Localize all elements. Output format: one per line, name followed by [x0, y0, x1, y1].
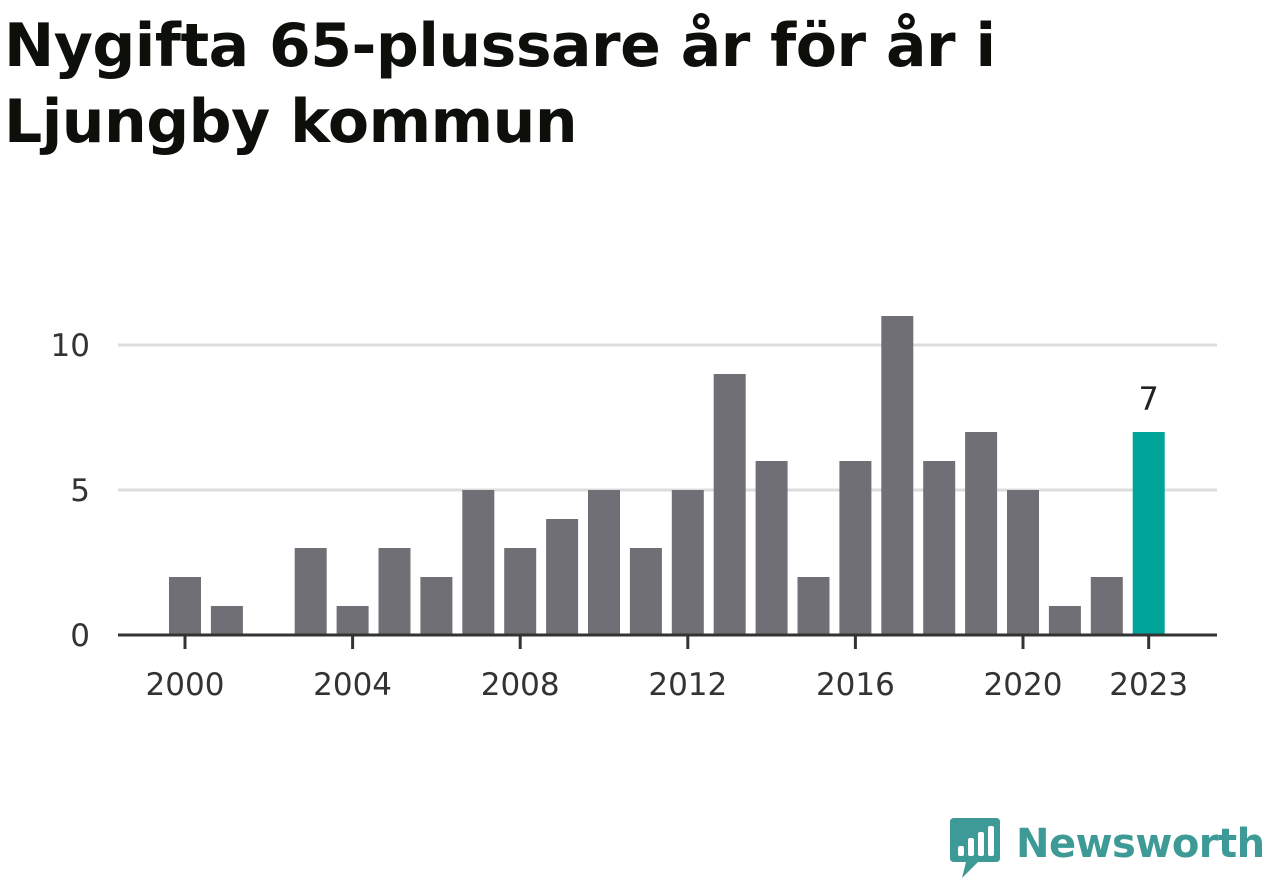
tick-labels: 0 5 10 7 2000 2004 2008 2012 2016 2020 2023: [51, 328, 1189, 703]
x-tick-label: 2000: [146, 667, 225, 703]
bar-2018: [923, 461, 956, 635]
y-tick-label: 10: [51, 328, 90, 364]
chart-title: Nygifta 65-plussare år för år i Ljungby …: [4, 11, 996, 157]
x-tick-label: 2020: [984, 667, 1063, 703]
brand-name: Newsworthy: [1016, 821, 1262, 867]
bar-2000: [169, 577, 201, 635]
y-tick-label: 5: [70, 473, 90, 509]
bar-2020: [1007, 490, 1039, 635]
bar-2022: [1090, 577, 1123, 635]
bar-2007: [462, 490, 495, 635]
bar-2014: [755, 461, 788, 635]
bar-2012: [671, 490, 704, 635]
bar-2019: [965, 432, 998, 635]
bar-2013: [713, 374, 746, 635]
y-tick-label: 0: [70, 618, 90, 654]
gridlines: [118, 343, 1217, 492]
bar-2001: [210, 606, 243, 635]
bar-chart-speech-bubble-icon: [950, 818, 1000, 878]
bar-2003: [294, 548, 327, 635]
bar-2015: [797, 577, 830, 635]
bar-2005: [378, 548, 411, 635]
newsworthy-logo: Newsworthy: [950, 818, 1262, 880]
x-tick-label: 2012: [648, 667, 727, 703]
bar-2023: [1132, 432, 1165, 635]
bar-2004: [336, 606, 369, 635]
x-tick-label: 2004: [313, 667, 392, 703]
x-axis: [118, 633, 1217, 649]
data-label: 7: [1139, 380, 1159, 418]
bar-2016: [839, 461, 872, 635]
bar-2009: [546, 519, 579, 635]
x-tick-label: 2008: [481, 667, 560, 703]
bar-2017: [881, 316, 914, 635]
x-tick-label: 2023: [1109, 667, 1188, 703]
bars: [169, 316, 1165, 635]
bar-2010: [588, 490, 620, 635]
x-tick-label: 2016: [816, 667, 895, 703]
bar-2021: [1048, 606, 1081, 635]
bar-2008: [504, 548, 537, 635]
bar-2011: [629, 548, 662, 635]
bar-2006: [420, 577, 453, 635]
